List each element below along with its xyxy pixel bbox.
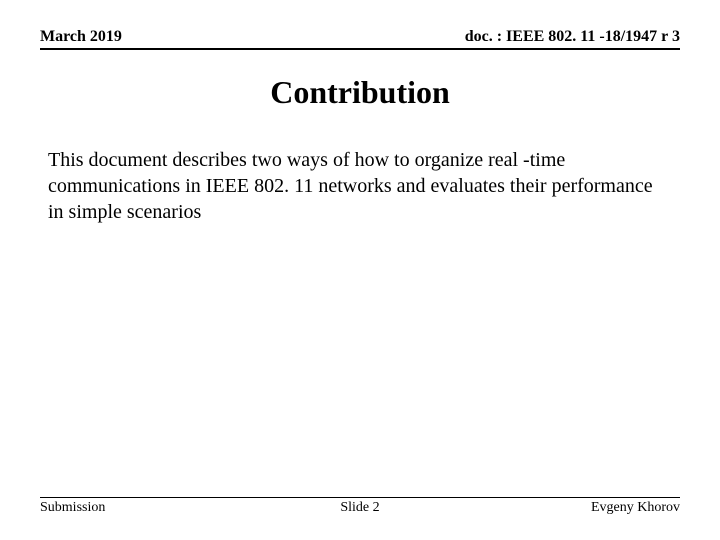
footer-left: Submission (40, 500, 253, 516)
slide-footer: Submission Slide 2 Evgeny Khorov (40, 497, 680, 516)
header-date: March 2019 (40, 28, 122, 46)
slide-page: March 2019 doc. : IEEE 802. 11 -18/1947 … (0, 0, 720, 540)
footer-right: Evgeny Khorov (467, 500, 680, 516)
footer-center: Slide 2 (253, 500, 466, 516)
slide-header: March 2019 doc. : IEEE 802. 11 -18/1947 … (40, 28, 680, 50)
header-doc-id: doc. : IEEE 802. 11 -18/1947 r 3 (465, 28, 680, 46)
slide-title: Contribution (40, 74, 680, 111)
slide-body: This document describes two ways of how … (40, 147, 680, 225)
